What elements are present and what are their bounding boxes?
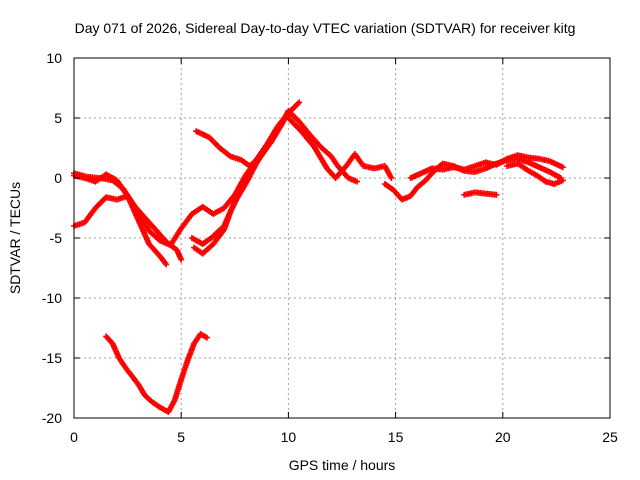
data-point <box>354 178 361 185</box>
y-tick-label: -15 <box>42 350 62 366</box>
series-trace-h <box>381 155 564 203</box>
y-axis-ticks: -20 -15 -10 -5 0 5 10 <box>42 50 610 426</box>
data-point <box>178 256 185 263</box>
data-point <box>163 261 170 268</box>
y-tick-label: -20 <box>42 410 62 426</box>
x-tick-label: 20 <box>495 429 511 445</box>
y-tick-label: 5 <box>54 110 62 126</box>
y-tick-label: 0 <box>54 170 62 186</box>
y-tick-label: -10 <box>42 290 62 306</box>
x-tick-label: 5 <box>177 429 185 445</box>
data-points <box>71 99 566 415</box>
y-tick-label: 10 <box>46 50 62 66</box>
y-tick-label: -5 <box>50 230 63 246</box>
data-point <box>559 177 566 184</box>
data-point <box>296 99 303 106</box>
data-point <box>388 175 395 181</box>
x-tick-label: 0 <box>70 429 78 445</box>
data-point <box>559 164 566 171</box>
series-trace-l <box>103 331 210 415</box>
x-tick-label: 15 <box>388 429 404 445</box>
series-trace-i <box>407 152 566 181</box>
series-trace-k <box>461 189 500 198</box>
x-axis-ticks: 0 5 10 15 20 25 <box>70 58 618 445</box>
x-tick-label: 10 <box>281 429 297 445</box>
data-point <box>493 191 500 198</box>
series-trace-j <box>504 160 566 187</box>
data-point <box>203 334 210 341</box>
series-trace-f <box>193 107 361 185</box>
x-axis-label: GPS time / hours <box>289 457 396 473</box>
series-trace-c <box>71 170 185 263</box>
y-axis-label: SDTVAR / TECUs <box>7 182 23 294</box>
series-trace-g <box>285 115 395 181</box>
chart-title: Day 071 of 2026, Sidereal Day-to-day VTE… <box>75 20 576 36</box>
x-tick-label: 25 <box>602 429 618 445</box>
